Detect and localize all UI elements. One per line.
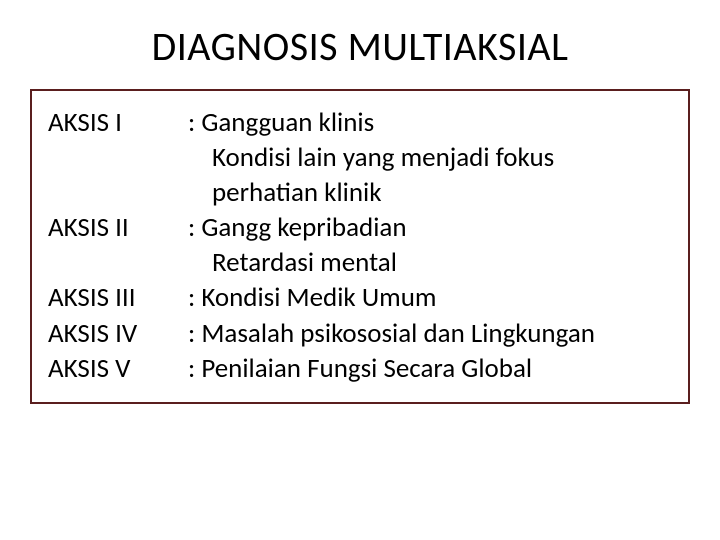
axis-label: AKSIS V xyxy=(48,351,188,386)
axis-desc: : Gangg kepribadian Retardasi mental xyxy=(188,210,672,280)
axis-desc: : Gangguan klinis Kondisi lain yang menj… xyxy=(188,105,672,210)
axis-main: : Gangg kepribadian xyxy=(188,210,672,245)
axis-sub: Kondisi lain yang menjadi fokus xyxy=(188,140,672,175)
axis-desc: : Penilaian Fungsi Secara Global xyxy=(188,351,672,386)
axis-label: AKSIS IV xyxy=(48,316,188,351)
axis-label: AKSIS I xyxy=(48,105,188,140)
axis-row: AKSIS II : Gangg kepribadian Retardasi m… xyxy=(48,210,672,280)
axis-sub: perhatian klinik xyxy=(188,175,672,210)
axis-row: AKSIS V : Penilaian Fungsi Secara Global xyxy=(48,351,672,386)
page-title: DIAGNOSIS MULTIAKSIAL xyxy=(30,22,690,71)
axis-main: : Masalah psikososial dan Lingkungan xyxy=(188,316,672,351)
axis-row: AKSIS IV : Masalah psikososial dan Lingk… xyxy=(48,316,672,351)
axis-label: AKSIS III xyxy=(48,280,188,315)
axis-desc: : Kondisi Medik Umum xyxy=(188,280,672,315)
axis-label: AKSIS II xyxy=(48,210,188,245)
axis-main: : Gangguan klinis xyxy=(188,105,672,140)
axis-main: : Penilaian Fungsi Secara Global xyxy=(188,351,672,386)
axis-sub: Retardasi mental xyxy=(188,245,672,280)
axis-row: AKSIS I : Gangguan klinis Kondisi lain y… xyxy=(48,105,672,210)
axis-row: AKSIS III : Kondisi Medik Umum xyxy=(48,280,672,315)
axis-desc: : Masalah psikososial dan Lingkungan xyxy=(188,316,672,351)
content-box: AKSIS I : Gangguan klinis Kondisi lain y… xyxy=(30,89,690,404)
axis-main: : Kondisi Medik Umum xyxy=(188,280,672,315)
